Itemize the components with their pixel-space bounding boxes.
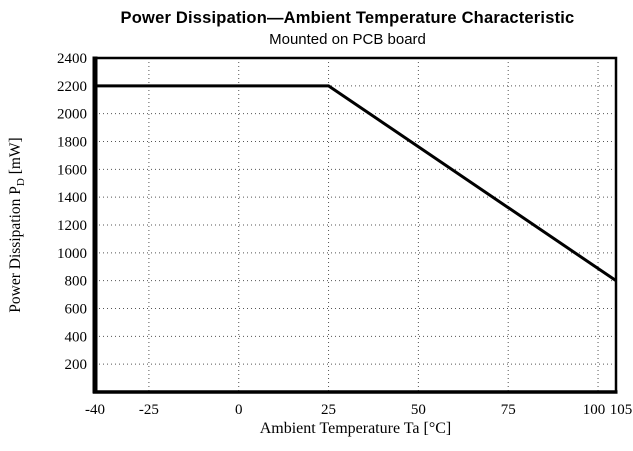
chart-header: Power Dissipation—Ambient Temperature Ch… [0,0,633,48]
x-tick-label: 105 [610,402,633,418]
y-tick-label: 1200 [57,218,87,234]
x-tick-label: 100 [583,402,606,418]
x-tick-label: 0 [235,402,243,418]
x-axis-label: Ambient Temperature Ta [°C] [259,420,452,437]
y-tick-label: 400 [65,329,88,345]
y-tick-label: 200 [65,357,88,373]
y-tick-label: 2400 [57,52,87,67]
x-tick-label: 75 [501,402,516,418]
chart-page: Power Dissipation—Ambient Temperature Ch… [0,0,633,437]
y-tick-label: 1800 [57,135,87,151]
y-tick-label: 2200 [57,79,87,95]
x-tick-label: 25 [321,402,336,418]
x-tick-label: -25 [139,402,159,418]
chart-subtitle: Mounted on PCB board [269,31,426,48]
plot-svg: 2004006008001000120014001600180020002200… [57,52,633,418]
x-tick-label: -40 [85,402,105,418]
x-tick-label: 50 [411,402,426,418]
chart-title: Power Dissipation—Ambient Temperature Ch… [120,9,575,27]
y-tick-label: 1400 [57,190,87,206]
chart-area: Power Dissipation PD [mW] 200 400 600 800 10… [0,52,633,420]
y-tick-label: 600 [65,302,88,318]
y-tick-label: 1600 [57,162,87,178]
y-tick-label: 800 [65,274,88,290]
y-tick-label: 2000 [57,107,87,123]
derating-curve [95,84,617,282]
y-tick-label: 1000 [57,246,87,262]
